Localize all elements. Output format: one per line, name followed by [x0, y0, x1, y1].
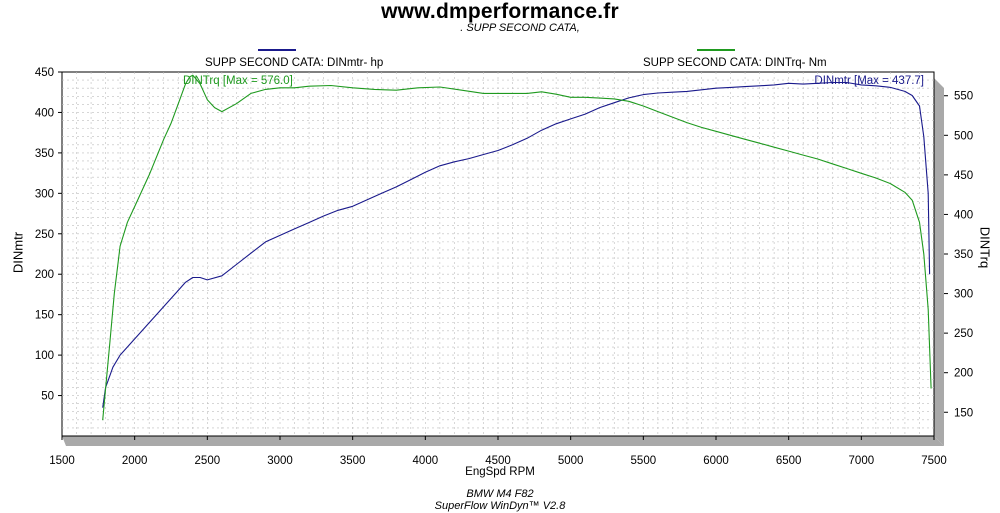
- y-tick-label-left: 150: [35, 310, 54, 322]
- y-tick-label-right: 400: [954, 209, 973, 221]
- y-tick-label-right: 300: [954, 289, 973, 301]
- y-tick-label-left: 300: [35, 188, 54, 200]
- x-tick-label: 3000: [267, 455, 293, 467]
- series-line-torque: [102, 74, 932, 421]
- y-tick-label-left: 200: [35, 269, 54, 281]
- y-tick-label-right: 350: [954, 249, 973, 261]
- annotation-torque-max: DINTrq [Max = 576.0]: [183, 75, 293, 87]
- y-tick-label-right: 450: [954, 170, 973, 182]
- x-axis-label: EngSpd RPM: [465, 466, 535, 478]
- y-tick-label-left: 100: [35, 350, 54, 362]
- y-tick-label-left: 450: [35, 67, 54, 79]
- x-tick-label: 7500: [921, 455, 947, 467]
- annotation-power-max: DINmtr [Max = 437.7]: [814, 75, 924, 87]
- x-tick-label: 6000: [703, 455, 729, 467]
- x-tick-label: 2000: [122, 455, 148, 467]
- y-tick-label-right: 150: [954, 407, 973, 419]
- x-tick-label: 1500: [49, 455, 75, 467]
- y-tick-label-right: 500: [954, 130, 973, 142]
- y-tick-label-left: 250: [35, 229, 54, 241]
- x-tick-label: 6500: [776, 455, 802, 467]
- series-line-power: [102, 81, 931, 408]
- legend-line-torque: [697, 49, 735, 51]
- plot-bevel-bottom: [62, 436, 944, 446]
- legend-label-torque: SUPP SECOND CATA: DINTrq- Nm: [643, 57, 827, 69]
- x-tick-label: 5000: [558, 455, 584, 467]
- legend-label-power: SUPP SECOND CATA: DINmtr- hp: [205, 57, 384, 69]
- page-title: www.dmperformance.fr: [381, 0, 619, 23]
- y-tick-label-left: 400: [35, 107, 54, 119]
- y-tick-label-left: 50: [41, 391, 54, 403]
- page-subtitle: . SUPP SECOND CATA,: [460, 22, 580, 34]
- y-tick-label-right: 200: [954, 368, 973, 380]
- x-tick-label: 2500: [195, 455, 221, 467]
- y-tick-label-right: 250: [954, 328, 973, 340]
- x-tick-label: 5500: [631, 455, 657, 467]
- x-tick-label: 7000: [849, 455, 875, 467]
- plot-bevel-right: [934, 78, 944, 446]
- footer-vehicle: BMW M4 F82: [466, 488, 534, 500]
- y-tick-label-left: 350: [35, 148, 54, 160]
- footer-software: SuperFlow WinDyn™ V2.8: [434, 500, 566, 512]
- y-tick-label-right: 550: [954, 91, 973, 103]
- x-tick-label: 4500: [485, 455, 511, 467]
- legend-line-power: [258, 49, 296, 51]
- x-tick-label: 4000: [413, 455, 439, 467]
- x-tick-label: 3500: [340, 455, 366, 467]
